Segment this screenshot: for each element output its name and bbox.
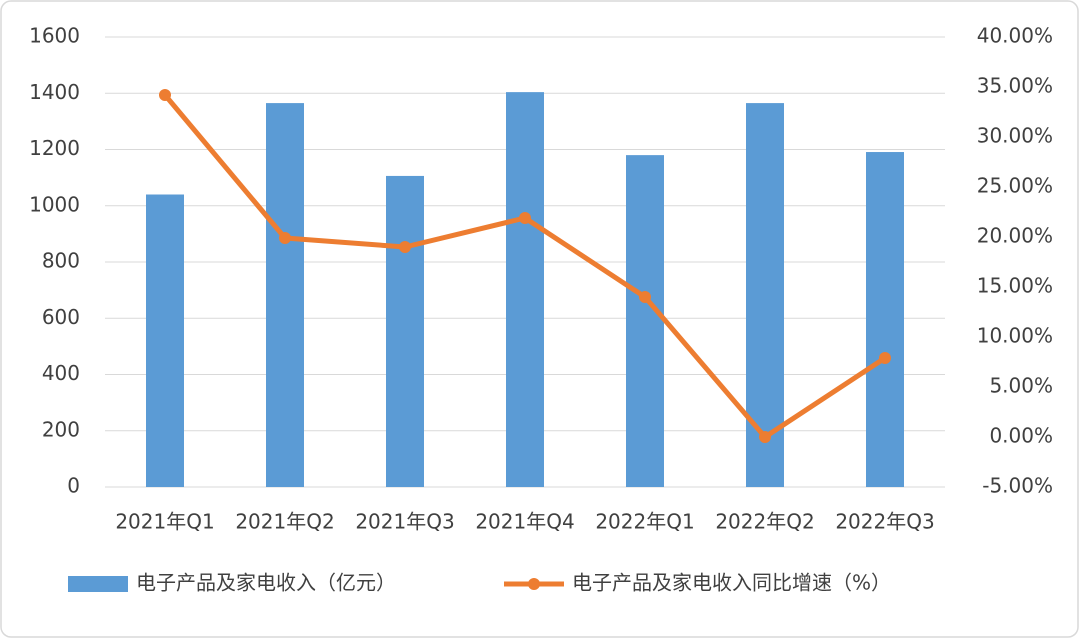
line-marker (159, 89, 171, 101)
y-tick-label: 200 (42, 417, 80, 441)
x-tick-label: 2021年Q1 (115, 510, 214, 534)
y2-tick-label: 10.00% (977, 324, 1053, 348)
y-tick-label: 1000 (29, 192, 80, 216)
y2-tick-label: 0.00% (989, 424, 1053, 448)
bar (506, 92, 544, 487)
x-tick-label: 2021年Q4 (475, 510, 574, 534)
legend-label: 电子产品及家电收入（亿元） (136, 571, 396, 595)
y-tick-label: 600 (42, 305, 80, 329)
legend-swatch (528, 578, 540, 590)
y2-tick-label: 15.00% (977, 274, 1053, 298)
y2-tick-label: 25.00% (977, 174, 1053, 198)
line-marker (879, 352, 891, 364)
line-marker (279, 232, 291, 244)
y-tick-label: 1600 (29, 24, 80, 48)
y-tick-label: 0 (67, 474, 80, 498)
y-tick-label: 800 (42, 249, 80, 273)
y-tick-label: 1400 (29, 80, 80, 104)
x-tick-label: 2021年Q3 (355, 510, 454, 534)
legend-label: 电子产品及家电收入同比增速（%） (572, 571, 891, 595)
line-marker (639, 291, 651, 303)
x-tick-label: 2022年Q2 (715, 510, 814, 534)
legend-swatch (68, 576, 128, 592)
y2-tick-label: 30.00% (977, 124, 1053, 148)
x-tick-label: 2021年Q2 (235, 510, 334, 534)
y2-tick-label: 40.00% (977, 24, 1053, 48)
y-tick-label: 400 (42, 361, 80, 385)
y2-tick-label: 5.00% (989, 374, 1053, 398)
bar (266, 103, 304, 487)
line-marker (519, 212, 531, 224)
bar (626, 155, 664, 487)
line-marker (399, 241, 411, 253)
y2-tick-label: 35.00% (977, 74, 1053, 98)
y2-tick-label: 20.00% (977, 224, 1053, 248)
y-tick-label: 1200 (29, 136, 80, 160)
bar (866, 152, 904, 487)
bar (146, 194, 184, 487)
line-marker (759, 431, 771, 443)
x-tick-label: 2022年Q3 (835, 510, 934, 534)
x-tick-label: 2022年Q1 (595, 510, 694, 534)
bar (386, 175, 424, 487)
legend: 电子产品及家电收入（亿元） 电子产品及家电收入同比增速（%） (68, 571, 891, 595)
y2-tick-label: -5.00% (982, 474, 1053, 498)
